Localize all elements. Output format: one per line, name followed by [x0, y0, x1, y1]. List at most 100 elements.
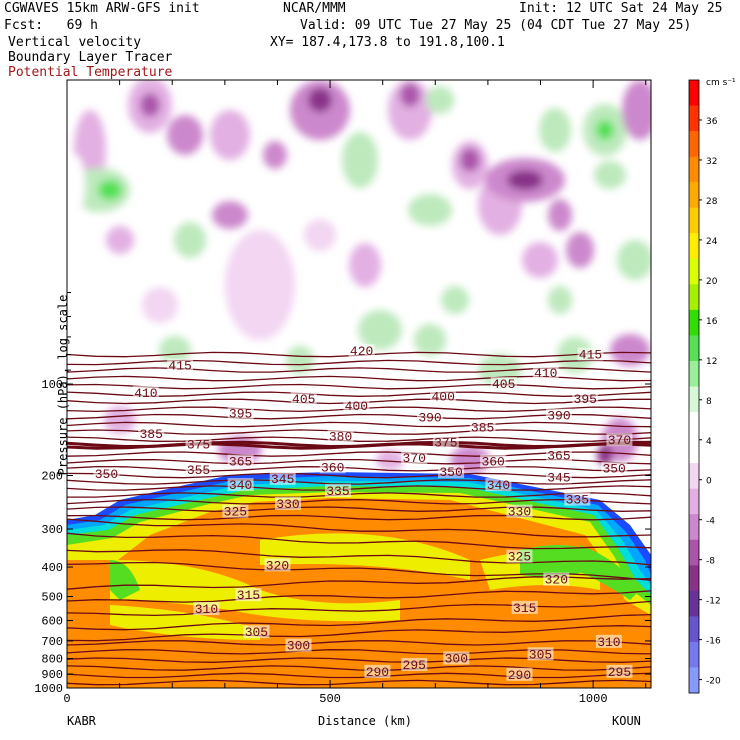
valid-time: Valid: 09 UTC Tue 27 May 25 (04 CDT Tue …: [300, 18, 692, 33]
theta-label: 335: [566, 493, 589, 508]
boundary-layer-tracer-band: [110, 605, 260, 640]
colorbar-label: -4: [706, 517, 715, 527]
theta-label: 340: [229, 478, 252, 493]
theta-label-bg: [443, 651, 470, 665]
y-tick-label: 600: [41, 615, 63, 629]
theta-label-bg: [269, 471, 296, 485]
theta-label: 290: [366, 665, 389, 680]
theta-contour: [67, 613, 651, 631]
vertical-velocity-cell: [140, 93, 160, 117]
theta-label: 310: [195, 602, 218, 617]
vertical-velocity-cell: [349, 243, 381, 287]
theta-contour: [67, 672, 651, 679]
filled-fields: [67, 80, 651, 688]
theta-contour: [67, 657, 651, 663]
theta-contour: [67, 518, 651, 538]
colorbar-label: 12: [706, 357, 717, 367]
vertical-velocity-cell: [67, 155, 85, 215]
colorbar-frame: [688, 79, 700, 694]
model-title: CGWAVES 15km ARW-GFS init: [4, 1, 200, 16]
theta-label-bg: [606, 433, 633, 447]
theta-label: 405: [492, 377, 515, 392]
boundary-layer-tracer-band: [575, 545, 640, 600]
theta-label: 330: [276, 497, 299, 512]
theta-label-bg: [227, 454, 254, 468]
theta-label-bg: [606, 664, 633, 678]
colorbar-segment: [689, 565, 699, 592]
theta-label-bg: [138, 426, 165, 440]
theta-label: 400: [431, 390, 454, 405]
colorbar-segment: [689, 590, 699, 617]
theta-contour: [67, 640, 651, 646]
theta-label: 305: [529, 647, 552, 662]
theta-label-bg: [324, 484, 351, 498]
theta-label-bg: [319, 460, 346, 474]
theta-contour: [67, 485, 651, 491]
colorbar-segment: [689, 616, 699, 643]
vertical-velocity-cell: [106, 226, 134, 254]
vertical-velocity-cell: [104, 406, 136, 434]
left-endpoint-label: KABR: [67, 714, 96, 728]
theta-label: 370: [403, 451, 426, 466]
field-vertical-velocity: Vertical velocity: [8, 35, 142, 50]
theta-label: 380: [329, 430, 352, 445]
theta-label-bg: [343, 398, 370, 412]
vertical-velocity-cell: [617, 240, 651, 280]
right-endpoint-label: KOUN: [612, 714, 641, 728]
field-boundary-layer-tracer: Boundary Layer Tracer: [8, 50, 173, 65]
theta-label-bg: [401, 657, 428, 671]
theta-label-bg: [572, 391, 599, 405]
theta-label-bg: [485, 478, 512, 492]
theta-label: 320: [266, 558, 289, 573]
theta-label: 390: [547, 409, 570, 424]
vertical-velocity-cell: [566, 232, 594, 268]
colorbar-segment: [689, 360, 699, 387]
theta-label-bg: [527, 647, 554, 661]
vertical-velocity-cell: [460, 148, 480, 172]
theta-label-bg: [545, 408, 572, 422]
y-tick-label: 500: [41, 590, 63, 604]
vertical-velocity-cell: [507, 170, 543, 190]
theta-contour: [67, 649, 651, 655]
vertical-velocity-cell: [286, 346, 314, 374]
vertical-velocity-cell: [167, 115, 203, 155]
theta-label-bg: [601, 461, 628, 475]
theta-label-bg: [222, 504, 249, 518]
theta-label-bg: [132, 385, 159, 399]
theta-label-bg: [480, 454, 507, 468]
vertical-velocity-cell: [210, 110, 250, 160]
theta-contour: [67, 679, 651, 686]
theta-label: 330: [508, 505, 531, 520]
colorbar-label: 8: [706, 397, 712, 407]
boundary-layer-tracer-band: [260, 533, 470, 580]
colorbar-label: 0: [706, 477, 712, 487]
theta-label-bg: [432, 435, 459, 449]
theta-label-bg: [185, 437, 212, 451]
theta-contour: [67, 359, 651, 366]
vertical-velocity-cell: [610, 334, 650, 366]
theta-label-bg: [506, 549, 533, 563]
y-tick-label: 300: [41, 523, 63, 537]
theta-label: 395: [574, 392, 597, 407]
colorbar-segment: [689, 335, 699, 362]
x-tick-label: 1000: [579, 692, 608, 706]
colorbar-segment: [689, 182, 699, 209]
y-tick-label: 400: [41, 561, 63, 575]
vertical-velocity-cell: [142, 287, 178, 323]
theta-label: 415: [168, 359, 191, 374]
theta-label: 410: [134, 386, 157, 401]
theta-contour: [67, 532, 651, 550]
theta-label: 340: [487, 478, 510, 493]
theta-label-bg: [469, 420, 496, 434]
theta-label: 360: [481, 455, 504, 470]
theta-label: 350: [95, 467, 118, 482]
colorbar-segment: [689, 156, 699, 183]
theta-label: 290: [508, 668, 531, 683]
theta-label: 315: [237, 588, 260, 603]
colorbar-segment: [689, 386, 699, 413]
colorbar-segment: [689, 667, 699, 694]
colorbar-label: -12: [706, 597, 721, 607]
vertical-velocity-cell: [263, 141, 287, 169]
theta-label: 355: [187, 463, 210, 478]
